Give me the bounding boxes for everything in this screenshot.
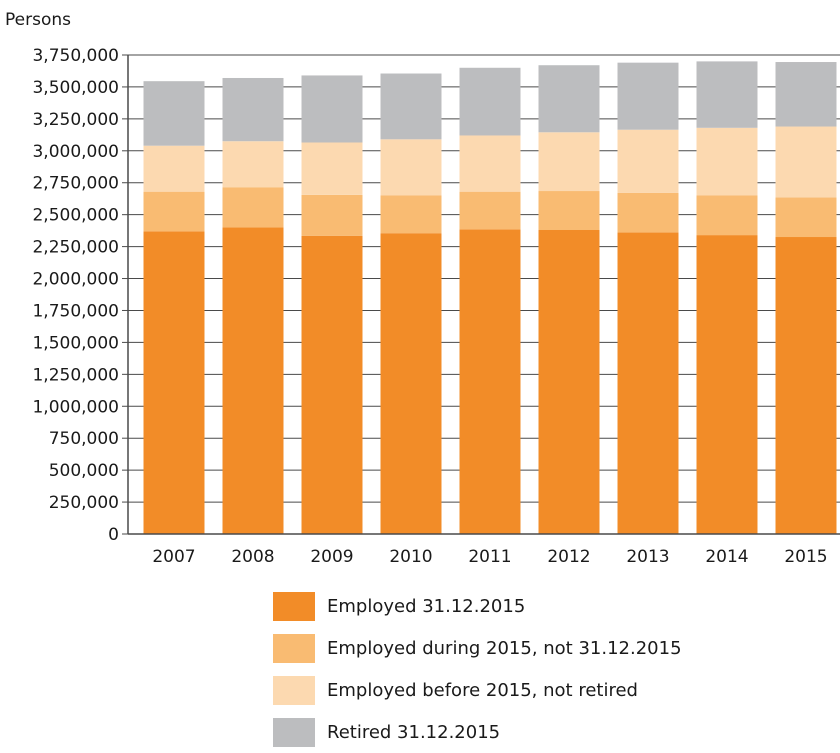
legend-label: Employed 31.12.2015: [327, 595, 526, 617]
legend-item: Employed 31.12.2015: [273, 585, 682, 627]
bar-segment: [143, 81, 205, 146]
legend-item: Retired 31.12.2015: [273, 711, 682, 753]
bar-segment: [222, 187, 284, 228]
y-tick-label: 3,000,000: [32, 142, 119, 162]
y-tick-label: 3,750,000: [32, 46, 119, 66]
x-tick-label: 2008: [231, 547, 274, 567]
x-tick-label: 2010: [389, 547, 432, 567]
bar-segment: [380, 139, 442, 196]
x-tick-label: 2013: [626, 547, 669, 567]
bar-segment: [301, 194, 363, 236]
x-tick-label: 2012: [547, 547, 590, 567]
legend-label: Employed before 2015, not retired: [327, 679, 638, 701]
y-tick-label: 500,000: [49, 461, 119, 481]
y-tick-label: 250,000: [49, 493, 119, 513]
bar-segment: [143, 231, 205, 534]
legend-label: Retired 31.12.2015: [327, 721, 501, 743]
bar-segment: [696, 127, 758, 196]
x-tick-label: 2014: [705, 547, 748, 567]
bar-segment: [617, 129, 679, 193]
x-tick-label: 2011: [468, 547, 511, 567]
bars: [143, 61, 837, 535]
bar-segment: [143, 145, 205, 192]
bar-segment: [301, 75, 363, 143]
bar-segment: [775, 197, 837, 238]
y-tick-label: 3,250,000: [32, 110, 119, 130]
x-tick-label: 2015: [784, 547, 827, 567]
y-tick-label: 1,000,000: [32, 397, 119, 417]
legend-swatch: [273, 633, 315, 663]
bar-segment: [538, 65, 600, 133]
y-tick-label: 3,500,000: [32, 78, 119, 98]
x-tick-label: 2007: [152, 547, 195, 567]
bar-segment: [538, 229, 600, 534]
bar-segment: [222, 77, 284, 142]
legend-label: Employed during 2015, not 31.12.2015: [327, 637, 682, 659]
bar-segment: [459, 191, 521, 230]
bar-segment: [222, 141, 284, 188]
bar-segment: [380, 73, 442, 140]
bar-segment: [459, 135, 521, 192]
bar-segment: [696, 195, 758, 236]
y-tick-label: 2,750,000: [32, 174, 119, 194]
y-tick-label: 2,000,000: [32, 270, 119, 290]
y-tick-label: 750,000: [49, 429, 119, 449]
bar-segment: [696, 61, 758, 128]
legend-item: Employed before 2015, not retired: [273, 669, 682, 711]
bar-segment: [222, 227, 284, 534]
y-tick-label: 2,250,000: [32, 238, 119, 258]
y-tick-label: 0: [108, 525, 119, 545]
bar-segment: [775, 237, 837, 534]
bar-segment: [538, 132, 600, 192]
bar-segment: [380, 233, 442, 535]
bar-segment: [538, 191, 600, 230]
bar-segment: [775, 62, 837, 127]
legend: Employed 31.12.2015 Employed during 2015…: [273, 585, 682, 753]
legend-item: Employed during 2015, not 31.12.2015: [273, 627, 682, 669]
bar-segment: [617, 62, 679, 130]
bar-segment: [143, 191, 205, 232]
stacked-bar-chart: Persons 0 250,000 500,000 750,000 1,000,000 1…: [5, 10, 840, 567]
y-tick-label: 1,500,000: [32, 333, 119, 353]
legend-swatch: [273, 591, 315, 621]
bar-segment: [380, 195, 442, 234]
bar-segment: [301, 235, 363, 534]
y-axis-label: Persons: [5, 10, 71, 30]
bar-segment: [617, 192, 679, 233]
y-tick-label: 1,750,000: [32, 301, 119, 321]
y-tick-label: 2,500,000: [32, 206, 119, 226]
bar-segment: [775, 126, 837, 198]
x-tick-labels: 2007 2008 2009 2010 2011 2012 2013 2014 2015: [152, 547, 827, 567]
bar-segment: [459, 229, 521, 534]
bar-segment: [617, 232, 679, 535]
legend-swatch: [273, 675, 315, 705]
bar-segment: [459, 67, 521, 136]
x-tick-label: 2009: [310, 547, 353, 567]
bar-segment: [696, 235, 758, 534]
bar-segment: [301, 142, 363, 195]
y-tick-label: 1,250,000: [32, 365, 119, 385]
y-tick-labels: 0 250,000 500,000 750,000 1,000,000 1,250,000…: [32, 46, 128, 545]
legend-swatch: [273, 717, 315, 747]
